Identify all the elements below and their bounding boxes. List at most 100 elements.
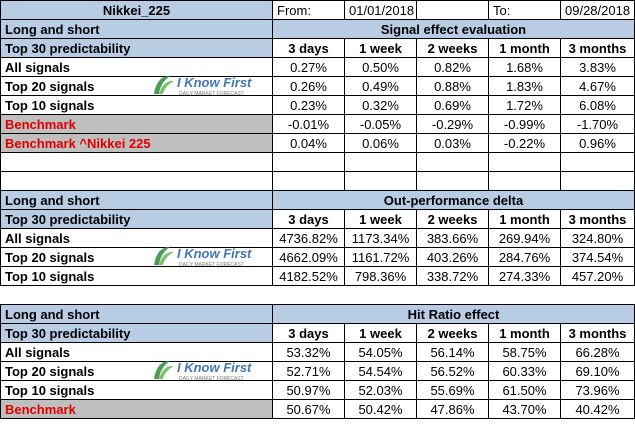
table-cell: 52.71% <box>272 361 345 381</box>
section-title-row: Long and short Hit Ratio effect <box>0 304 635 324</box>
table-cell: 50.97% <box>272 380 345 400</box>
empty-cell <box>0 152 273 172</box>
table-row: Benchmark ^Nikkei 225 0.04% 0.06% 0.03% -0.2… <box>0 133 635 153</box>
table-cell: 0.27% <box>272 57 345 77</box>
svg-text:DAILY MARKET FORECAST: DAILY MARKET FORECAST <box>179 91 244 97</box>
table-cell: 56.14% <box>416 342 489 362</box>
empty-cell <box>416 152 489 172</box>
table-cell: 50.67% <box>272 399 345 419</box>
table-cell: 3.83% <box>560 57 635 77</box>
svg-text:I Know First: I Know First <box>177 246 252 261</box>
table-cell: -0.01% <box>272 114 345 134</box>
column-header: 1 month <box>488 38 561 58</box>
svg-text:I Know First: I Know First <box>177 75 252 90</box>
table-row: Top 20 signals 52.71% 54.54% 56.52% 60.33% 69… <box>0 361 635 381</box>
column-header: 3 months <box>560 209 635 229</box>
column-header: 3 months <box>560 323 635 343</box>
date-spacer <box>416 0 489 20</box>
to-label: To: <box>488 0 561 20</box>
table-cell: 61.50% <box>488 380 561 400</box>
table-cell: 53.32% <box>272 342 345 362</box>
table-cell: 0.06% <box>344 133 417 153</box>
section-title: Hit Ratio effect <box>272 304 635 324</box>
empty-cell <box>560 171 635 191</box>
empty-cell <box>416 171 489 191</box>
column-header: 3 days <box>272 323 345 343</box>
table-cell: 4182.52% <box>272 266 345 286</box>
section-label: Long and short <box>0 304 273 324</box>
header-row: Nikkei_225 From: 01/01/2018 To: 09/28/20… <box>0 0 635 20</box>
table-cell: 1.72% <box>488 95 561 115</box>
table-row: All signals 4736.82% 1173.34% 383.66% 269.94… <box>0 228 635 248</box>
row-label: Top 10 signals <box>0 266 273 286</box>
table-cell: -0.22% <box>488 133 561 153</box>
column-header: 3 months <box>560 38 635 58</box>
empty-cell <box>272 171 345 191</box>
table-cell: 284.76% <box>488 247 561 267</box>
empty-cell <box>488 171 561 191</box>
table-cell: 1.83% <box>488 76 561 96</box>
table-cell: 4662.09% <box>272 247 345 267</box>
table-cell: 66.28% <box>560 342 635 362</box>
spacer-row <box>0 171 635 191</box>
empty-cell <box>0 171 273 191</box>
table-row: All signals 0.27% 0.50% 0.82% 1.68% 3.83% <box>0 57 635 77</box>
table-cell: 54.05% <box>344 342 417 362</box>
iknowfirst-logo: I Know First DAILY MARKET FORECAST <box>150 357 260 385</box>
table-cell: 374.54% <box>560 247 635 267</box>
table-cell: 54.54% <box>344 361 417 381</box>
table-cell: -0.05% <box>344 114 417 134</box>
iknowfirst-logo: I Know First DAILY MARKET FORECAST <box>150 243 260 271</box>
table-cell: 798.36% <box>344 266 417 286</box>
column-header: 1 month <box>488 323 561 343</box>
table-cell: 0.32% <box>344 95 417 115</box>
row-label: Benchmark <box>0 399 273 419</box>
table-cell: 0.69% <box>416 95 489 115</box>
table-cell: 56.52% <box>416 361 489 381</box>
svg-text:I Know First: I Know First <box>177 360 252 375</box>
table-row: All signals 53.32% 54.05% 56.14% 58.75% 66.28… <box>0 342 635 362</box>
empty-cell <box>272 152 345 172</box>
table-cell: 4736.82% <box>272 228 345 248</box>
empty-cell <box>417 286 489 305</box>
section-title: Out-performance delta <box>272 190 635 210</box>
table-cell: 0.50% <box>344 57 417 77</box>
empty-cell <box>344 152 417 172</box>
column-header-row: Top 30 predictability 3 days 1 week 2 weeks… <box>0 209 635 229</box>
column-header: 1 month <box>488 209 561 229</box>
table-cell: 55.69% <box>416 380 489 400</box>
empty-cell <box>1 286 273 305</box>
table-cell: 4.67% <box>560 76 635 96</box>
column-header: 2 weeks <box>416 323 489 343</box>
section-title-row: Long and short Out-performance delta <box>0 190 635 210</box>
svg-text:DAILY MARKET FORECAST: DAILY MARKET FORECAST <box>179 376 244 382</box>
predictability-label: Top 30 predictability <box>0 323 273 343</box>
column-header: 1 week <box>344 209 417 229</box>
table-cell: 383.66% <box>416 228 489 248</box>
empty-cell <box>489 286 561 305</box>
table-cell: 338.72% <box>416 266 489 286</box>
predictability-label: Top 30 predictability <box>0 209 273 229</box>
empty-cell <box>561 286 635 305</box>
table-cell: 40.42% <box>560 399 635 419</box>
spacer-row <box>1 286 635 305</box>
table-cell: 0.82% <box>416 57 489 77</box>
table-cell: 52.03% <box>344 380 417 400</box>
table-row: Top 20 signals 4662.09% 1161.72% 403.26% 284… <box>0 247 635 267</box>
table-cell: 69.10% <box>560 361 635 381</box>
section-title: Signal effect evaluation <box>272 19 635 39</box>
empty-cell <box>344 171 417 191</box>
section-label: Long and short <box>0 190 273 210</box>
table-cell: 1173.34% <box>344 228 417 248</box>
table-cell: 0.96% <box>560 133 635 153</box>
empty-cell <box>345 286 417 305</box>
table-row: Top 10 signals 50.97% 52.03% 55.69% 61.50% 73… <box>0 380 635 400</box>
table-cell: -1.70% <box>560 114 635 134</box>
table-cell: 0.26% <box>272 76 345 96</box>
table-cell: 58.75% <box>488 342 561 362</box>
table-cell: 457.20% <box>560 266 635 286</box>
iknowfirst-logo: I Know First DAILY MARKET FORECAST <box>150 72 260 100</box>
column-header: 1 week <box>344 38 417 58</box>
column-header-row: Top 30 predictability 3 days 1 week 2 weeks… <box>0 38 635 58</box>
